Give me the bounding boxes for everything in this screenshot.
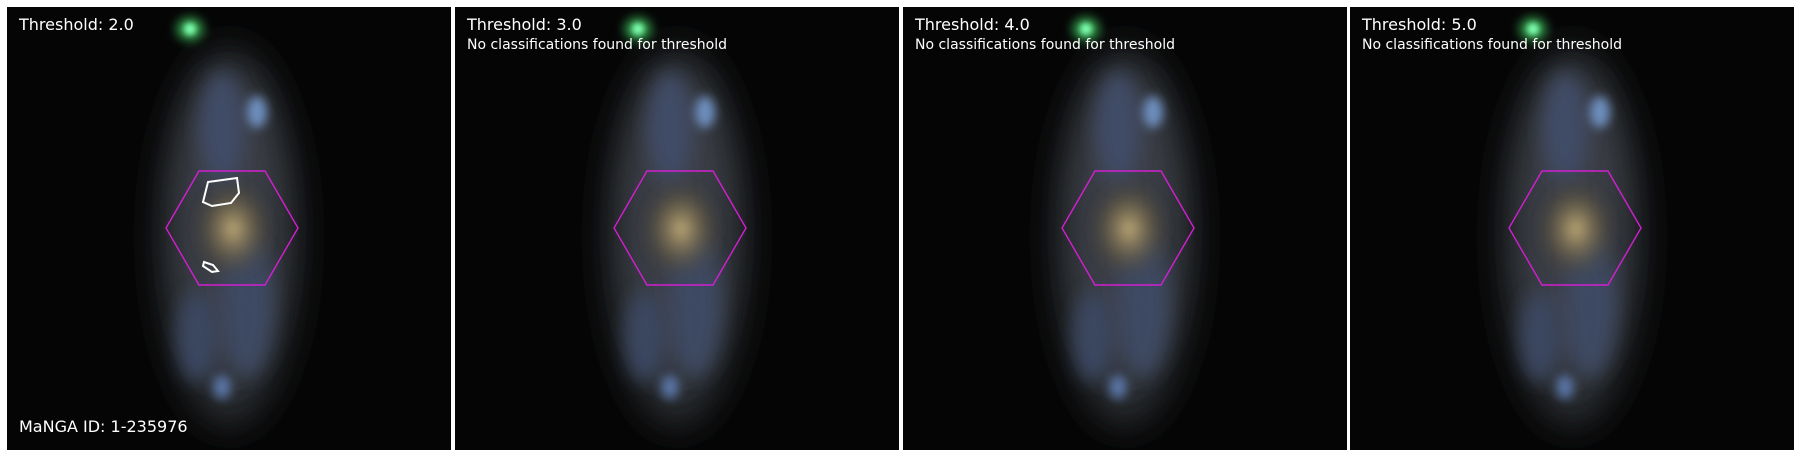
classification-contour <box>201 260 220 274</box>
no-classifications-message: No classifications found for threshold <box>467 37 727 53</box>
galaxy-image <box>1350 7 1794 450</box>
hexagon-footprint <box>613 170 747 286</box>
image-panel-threshold-2: Threshold: 2.0 MaNGA ID: 1-235976 <box>7 7 451 450</box>
no-classifications-message: No classifications found for threshold <box>915 37 1175 53</box>
hexagon-footprint <box>1508 170 1642 286</box>
threshold-label: Threshold: 3.0 <box>467 15 582 34</box>
image-panel-threshold-4: Threshold: 4.0 No classifications found … <box>903 7 1347 450</box>
image-panel-threshold-3: Threshold: 3.0 No classifications found … <box>455 7 899 450</box>
no-classifications-message: No classifications found for threshold <box>1362 37 1622 53</box>
threshold-label: Threshold: 4.0 <box>915 15 1030 34</box>
galaxy-image <box>7 7 451 450</box>
classification-contour <box>201 176 241 208</box>
manga-id-label: MaNGA ID: 1-235976 <box>19 417 188 436</box>
threshold-label: Threshold: 2.0 <box>19 15 134 34</box>
galaxy-image <box>903 7 1347 450</box>
galaxy-image <box>455 7 899 450</box>
threshold-label: Threshold: 5.0 <box>1362 15 1477 34</box>
image-panel-threshold-5: Threshold: 5.0 No classifications found … <box>1350 7 1794 450</box>
hexagon-footprint <box>165 170 299 286</box>
hexagon-footprint <box>1061 170 1195 286</box>
